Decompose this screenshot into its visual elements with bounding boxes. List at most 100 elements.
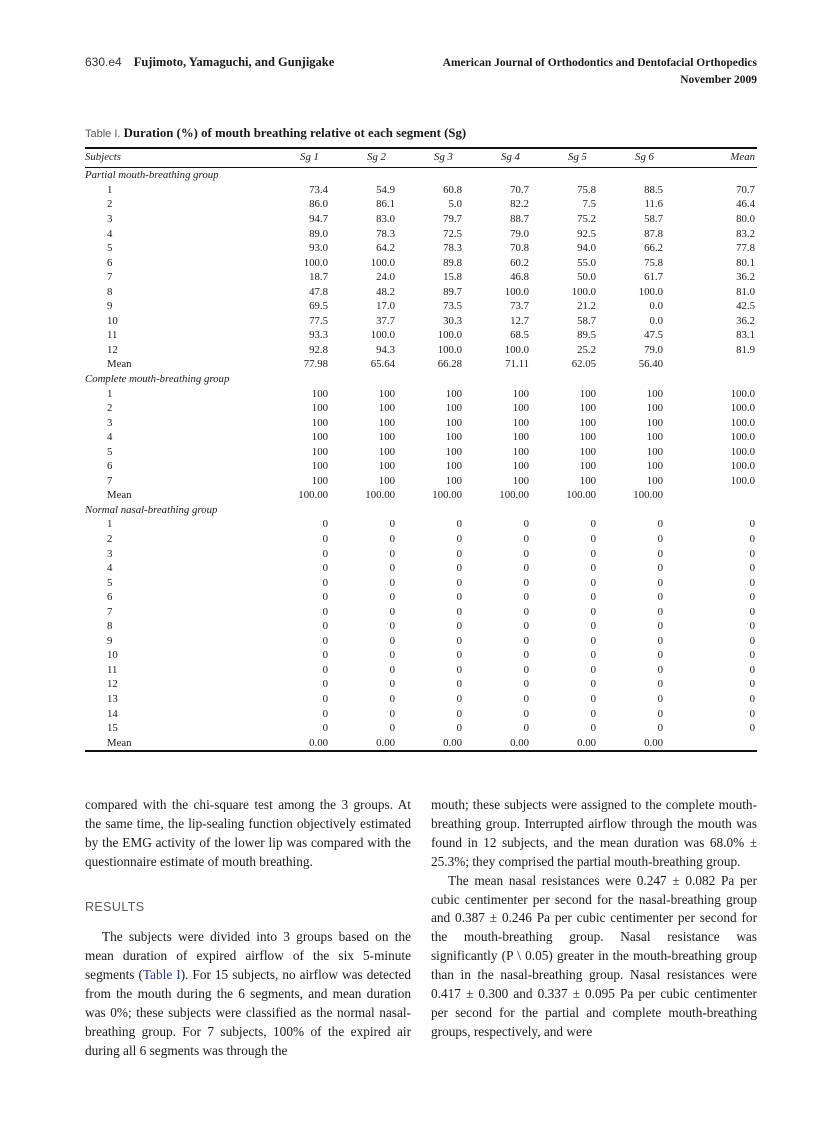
- subject-cell: Mean: [107, 736, 132, 749]
- table-row: 13 0 0 0 0 0 0 0: [85, 692, 757, 707]
- value-cell: 0.0: [649, 314, 664, 327]
- value-cell: 30.3: [443, 314, 462, 327]
- value-cell: 0: [749, 663, 755, 676]
- subject-cell: 11: [107, 663, 118, 676]
- value-cell: 0: [657, 634, 663, 647]
- value-cell: 81.9: [736, 343, 755, 356]
- value-cell: 0: [456, 693, 462, 706]
- table-row: 12 0 0 0 0 0 0 0: [85, 677, 757, 692]
- value-cell: 100.0: [437, 343, 462, 356]
- subject-cell: 15: [107, 722, 118, 735]
- subject-cell: 14: [107, 707, 118, 720]
- table-row: Mean 0.00 0.00 0.00 0.00 0.00 0.00: [85, 736, 757, 752]
- paragraph: The subjects were divided into 3 groups …: [85, 928, 411, 1060]
- value-cell: 0: [523, 591, 529, 604]
- subject-cell: 6: [107, 591, 113, 604]
- table-row: 15 0 0 0 0 0 0 0: [85, 721, 757, 736]
- value-cell: 72.5: [443, 227, 462, 240]
- subject-cell: 4: [107, 227, 113, 240]
- value-cell: 25.2: [577, 343, 596, 356]
- subject-cell: Mean: [107, 358, 132, 371]
- value-cell: 0: [389, 620, 395, 633]
- value-cell: 87.8: [644, 227, 663, 240]
- value-cell: 0: [456, 605, 462, 618]
- subject-cell: 1: [107, 183, 113, 196]
- value-cell: 47.5: [644, 329, 663, 342]
- table-row: 1 0 0 0 0 0 0 0: [85, 517, 757, 532]
- value-cell: 0: [749, 605, 755, 618]
- value-cell: 0: [523, 547, 529, 560]
- table-i-link[interactable]: Table I: [142, 967, 181, 983]
- table-row: 8 47.8 48.2 89.7 100.0 100.0 100.0 81.0: [85, 285, 757, 300]
- value-cell: 100.00: [566, 489, 596, 502]
- value-cell: 61.7: [644, 271, 663, 284]
- table-row: 3 94.7 83.0 79.7 88.7 75.2 58.7 80.0: [85, 212, 757, 227]
- value-cell: 0: [657, 591, 663, 604]
- value-cell: 0: [590, 693, 596, 706]
- subject-cell: 10: [107, 649, 118, 662]
- value-cell: 100.00: [298, 489, 328, 502]
- table-column-header: Subjects: [85, 148, 281, 169]
- value-cell: 89.7: [443, 285, 462, 298]
- table-column-header: Sg 5: [549, 148, 616, 169]
- subject-cell: 3: [107, 416, 113, 429]
- value-cell: 0: [749, 634, 755, 647]
- table-row: 12 92.8 94.3 100.0 100.0 25.2 79.0 81.9: [85, 343, 757, 358]
- value-cell: 100: [445, 460, 462, 473]
- value-cell: 68.5: [510, 329, 529, 342]
- value-cell: 100.0: [303, 256, 328, 269]
- table-column-header: Sg 3: [415, 148, 482, 169]
- value-cell: 83.2: [736, 227, 755, 240]
- value-cell: 94.7: [309, 212, 328, 225]
- value-cell: 100: [378, 431, 395, 444]
- subject-cell: 12: [107, 678, 118, 691]
- value-cell: 89.8: [443, 256, 462, 269]
- value-cell: 0: [657, 533, 663, 546]
- value-cell: 100: [646, 416, 663, 429]
- value-cell: 100: [512, 445, 529, 458]
- subject-cell: 5: [107, 576, 113, 589]
- value-cell: 83.1: [736, 329, 755, 342]
- value-cell: 0: [523, 533, 529, 546]
- subject-cell: 2: [107, 533, 113, 546]
- table-row: 2 86.0 86.1 5.0 82.2 7.5 11.6 46.4: [85, 197, 757, 212]
- table-row: 10 77.5 37.7 30.3 12.7 58.7 0.0 36.2: [85, 314, 757, 329]
- value-cell: 83.0: [376, 212, 395, 225]
- table-title: Duration (%) of mouth breathing relative…: [123, 126, 467, 141]
- value-cell: 0: [749, 693, 755, 706]
- table-row: 7 100 100 100 100 100 100 100.0: [85, 474, 757, 489]
- value-cell: 89.0: [309, 227, 328, 240]
- value-cell: 0: [590, 722, 596, 735]
- value-cell: 0: [590, 562, 596, 575]
- value-cell: 100: [378, 387, 395, 400]
- value-cell: 0: [389, 678, 395, 691]
- table-row: Mean 100.00 100.00 100.00 100.00 100.00 100.00: [85, 488, 757, 503]
- table-row: 4 100 100 100 100 100 100 100.0: [85, 430, 757, 445]
- subject-cell: 6: [107, 460, 113, 473]
- value-cell: 70.7: [510, 183, 529, 196]
- value-cell: 100: [646, 431, 663, 444]
- value-cell: 0: [523, 663, 529, 676]
- table-row: 3 100 100 100 100 100 100 100.0: [85, 416, 757, 431]
- value-cell: 0: [749, 533, 755, 546]
- table-row: 2 0 0 0 0 0 0 0: [85, 532, 757, 547]
- value-cell: 70.7: [736, 183, 755, 196]
- value-cell: 100: [445, 402, 462, 415]
- value-cell: 100.0: [730, 445, 755, 458]
- value-cell: 0: [456, 518, 462, 531]
- value-cell: 100.00: [432, 489, 462, 502]
- value-cell: 75.8: [644, 256, 663, 269]
- value-cell: 0: [657, 518, 663, 531]
- value-cell: 0: [456, 620, 462, 633]
- value-cell: 69.5: [309, 300, 328, 313]
- value-cell: 100: [646, 402, 663, 415]
- value-cell: 62.05: [571, 358, 596, 371]
- value-cell: 100.0: [437, 329, 462, 342]
- value-cell: 0: [322, 620, 328, 633]
- value-cell: 18.7: [309, 271, 328, 284]
- value-cell: 0: [523, 562, 529, 575]
- value-cell: 0: [322, 722, 328, 735]
- value-cell: 56.40: [638, 358, 663, 371]
- paragraph-text: ). For 15 subjects, no airflow was detec…: [85, 967, 411, 1058]
